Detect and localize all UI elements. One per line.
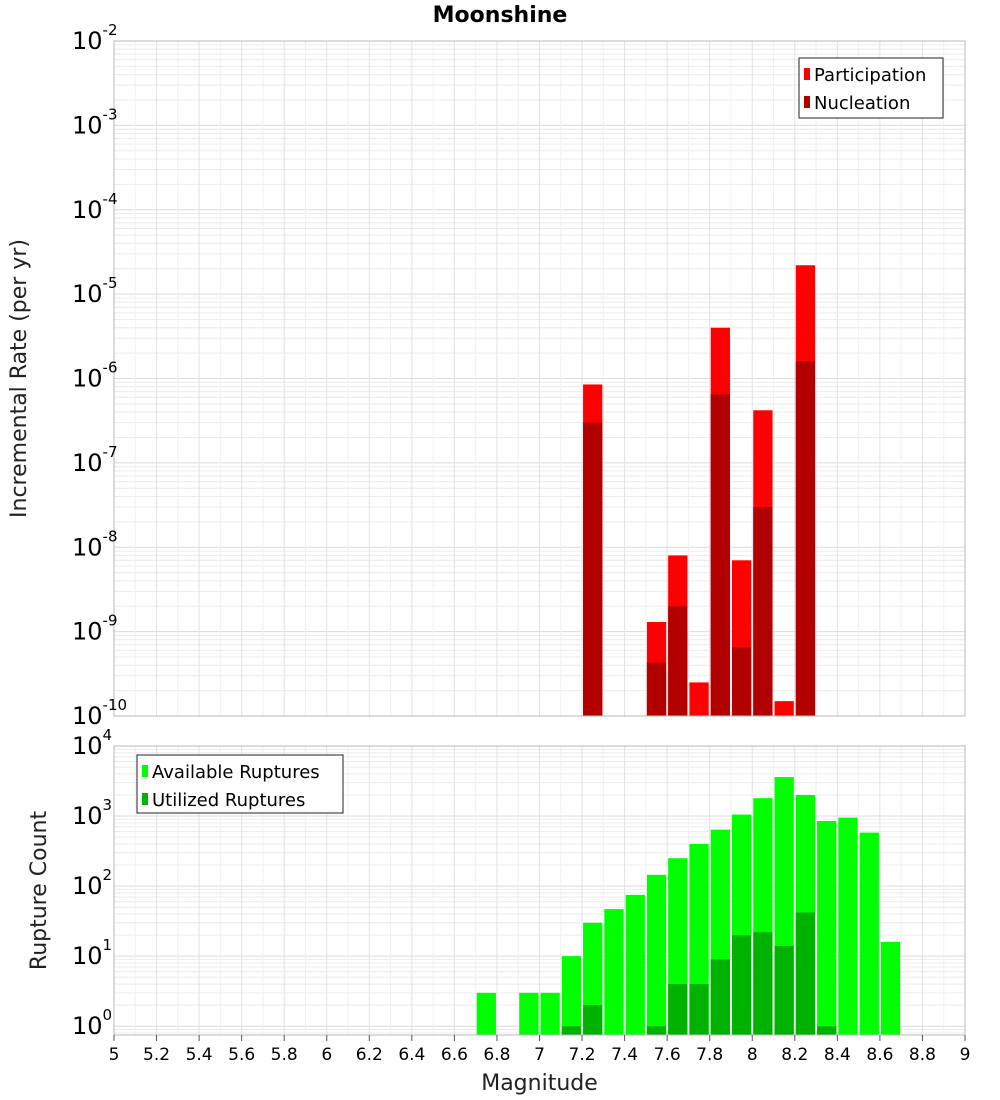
bottom-panel: 104 103 102 101 100 5 5.2 5.4 5.6 5.8 6 6.2 6.4 6.6 6…: [27, 726, 970, 1096]
bar-utilized-ruptures: [646, 1026, 667, 1035]
legend-swatch: [142, 765, 148, 777]
x-tick-label: 8.8: [909, 1045, 936, 1065]
x-tick-labels: 5 5.2 5.4 5.6 5.8 6 6.2 6.4 6.6 6.8 7 7.2 7.4 7.6 7.8 8…: [109, 1035, 971, 1065]
x-tick-label: 7.6: [654, 1045, 681, 1065]
bar-utilized-ruptures: [710, 959, 730, 1035]
y-tick-label: 10-9: [72, 612, 118, 646]
y-tick-label: 10-8: [72, 527, 118, 561]
bar-participation: [774, 701, 794, 716]
legend-box: [798, 57, 944, 119]
bar-participation: [689, 682, 709, 716]
top-bars: [583, 265, 816, 716]
bar-available-ruptures: [880, 941, 901, 1035]
y-tick-label: 10-7: [72, 443, 118, 477]
top-legend: Participation Nucleation: [798, 57, 944, 119]
x-tick-label: 8.2: [781, 1045, 808, 1065]
bar-available-ruptures: [838, 817, 858, 1035]
bottom-legend: Available Ruptures Utilized Ruptures: [136, 754, 344, 814]
bar-nucleation: [795, 361, 816, 716]
chart-title: Moonshine: [433, 3, 568, 28]
top-panel: 10-2 10-3 10-4 10-5 10-6 10-7 10-8 10-9 10-10 In…: [7, 21, 966, 730]
bottom-y-tick-labels: 104 103 102 101 100: [72, 726, 112, 1040]
legend-swatch: [804, 96, 810, 108]
top-plot-frame: [113, 40, 966, 717]
y-tick-label: 103: [72, 796, 112, 830]
x-tick-label: 6.2: [356, 1045, 383, 1065]
top-grid: [113, 41, 966, 717]
bar-utilized-ruptures: [731, 935, 752, 1035]
bar-available-ruptures: [561, 956, 582, 1035]
x-tick-label: 8.6: [866, 1045, 893, 1065]
y-tick-label: 102: [72, 866, 112, 900]
bar-utilized-ruptures: [689, 984, 709, 1035]
bar-nucleation: [668, 606, 688, 716]
bar-available-ruptures: [646, 874, 667, 1035]
bar-available-ruptures: [476, 992, 496, 1035]
bottom-y-axis-label: Rupture Count: [27, 811, 52, 971]
bar-utilized-ruptures: [774, 945, 794, 1035]
y-tick-label: 100: [72, 1006, 112, 1040]
x-tick-label: 7: [534, 1045, 545, 1065]
x-tick-label: 8: [747, 1045, 758, 1065]
y-tick-label: 10-3: [72, 105, 118, 139]
bar-nucleation: [731, 647, 752, 716]
x-tick-label: 6.8: [483, 1045, 510, 1065]
y-tick-label: 10-4: [72, 190, 118, 224]
legend-box: [136, 754, 344, 814]
x-tick-label: 6.6: [441, 1045, 468, 1065]
legend-label: Participation: [814, 65, 926, 86]
bar-available-ruptures: [604, 909, 624, 1035]
bar-utilized-ruptures: [817, 1026, 837, 1035]
x-tick-label: 5.6: [228, 1045, 255, 1065]
x-tick-label: 5: [109, 1045, 120, 1065]
x-tick-label: 5.4: [186, 1045, 213, 1065]
bottom-bars: [476, 777, 901, 1035]
x-tick-label: 8.4: [824, 1045, 851, 1065]
x-tick-label: 5.8: [271, 1045, 298, 1065]
bar-utilized-ruptures: [753, 932, 773, 1035]
bar-available-ruptures: [519, 992, 539, 1035]
legend-swatch: [804, 68, 810, 80]
bar-utilized-ruptures: [561, 1026, 582, 1035]
x-tick-label: 6: [321, 1045, 332, 1065]
x-tick-label: 9: [960, 1045, 971, 1065]
y-tick-label: 10-6: [72, 359, 118, 393]
x-tick-label: 7.4: [611, 1045, 638, 1065]
x-tick-label: 6.4: [398, 1045, 425, 1065]
bar-available-ruptures: [817, 821, 837, 1035]
top-y-axis-label: Incremental Rate (per yr): [7, 239, 32, 518]
bar-nucleation: [753, 506, 773, 716]
bar-available-ruptures: [859, 832, 879, 1035]
bar-nucleation: [583, 422, 603, 716]
bar-utilized-ruptures: [583, 1005, 603, 1035]
bar-utilized-ruptures: [795, 912, 816, 1035]
y-tick-label: 10-5: [72, 274, 118, 308]
legend-label: Utilized Ruptures: [152, 790, 305, 811]
legend-label: Available Ruptures: [152, 762, 320, 783]
y-tick-label: 10-2: [72, 21, 118, 55]
bar-nucleation: [646, 662, 667, 716]
bar-available-ruptures: [625, 894, 645, 1035]
bar-utilized-ruptures: [668, 984, 688, 1035]
x-tick-label: 7.2: [569, 1045, 596, 1065]
legend-swatch: [142, 793, 148, 805]
y-tick-label: 104: [72, 726, 112, 760]
x-tick-label: 7.8: [696, 1045, 723, 1065]
bar-nucleation: [710, 394, 730, 716]
y-tick-label: 10-10: [72, 696, 127, 730]
y-tick-label: 101: [72, 936, 112, 970]
x-tick-label: 5.2: [143, 1045, 170, 1065]
x-axis-label: Magnitude: [481, 1071, 598, 1096]
bar-available-ruptures: [540, 992, 560, 1035]
top-y-tick-labels: 10-2 10-3 10-4 10-5 10-6 10-7 10-8 10-9 10-10: [72, 21, 127, 730]
legend-label: Nucleation: [814, 93, 910, 114]
